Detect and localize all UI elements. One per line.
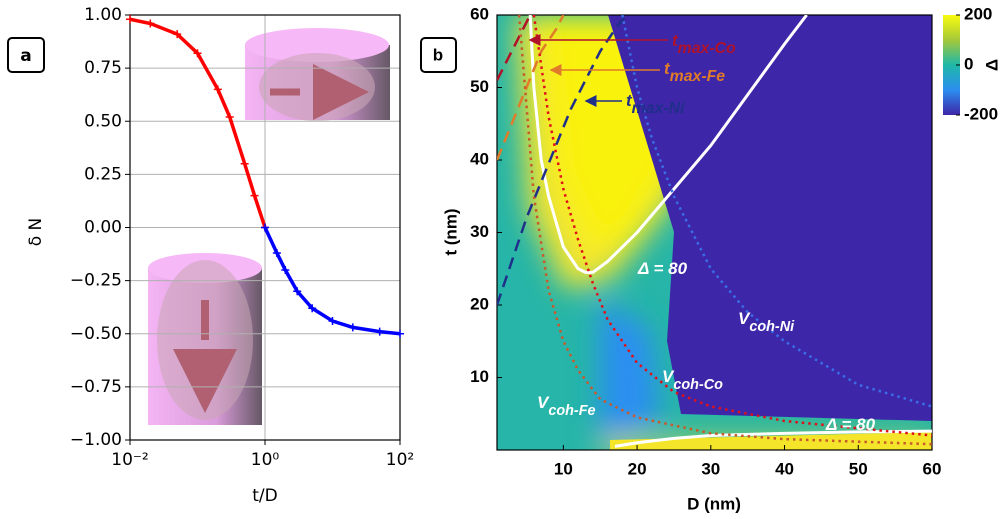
y-tick-label: 30 <box>470 222 489 241</box>
panel-label: b <box>433 45 443 64</box>
point-marker <box>272 249 281 257</box>
panel-a: −1.00 −0.75 −0.50 −0.25 0.00 0.25 0.50 0.75 1.00… <box>7 5 414 506</box>
point-marker <box>293 287 302 296</box>
contour-line <box>528 15 808 274</box>
point-marker <box>173 30 182 39</box>
annotation-sub: max-Co <box>678 40 736 57</box>
x-axis-label: D (nm) <box>687 494 741 513</box>
x-tick-label: 10⁰ <box>251 450 280 470</box>
y-tick-label: 50 <box>470 77 489 96</box>
annotation-base: t <box>626 91 633 110</box>
annotation-sub: coh-Fe <box>548 403 595 419</box>
y-tick-label: 1.00 <box>84 5 122 25</box>
point-marker <box>348 323 357 332</box>
y-tick-label: −0.25 <box>70 271 122 291</box>
axes-frame <box>129 14 401 441</box>
y-axis-label: t (nm) <box>441 208 460 255</box>
inset-tall-cylinder <box>148 253 262 425</box>
y-tick-label: 0.25 <box>84 164 122 184</box>
point-marker <box>281 266 290 274</box>
point-marker <box>308 304 317 313</box>
annotation-sub: coh-Ni <box>749 319 795 335</box>
annotation: tmax-Co <box>672 31 736 57</box>
point-marker <box>240 159 249 168</box>
colorbar-label: Δ <box>982 59 1001 71</box>
contour-line <box>532 15 932 437</box>
y-axis-label: δ N <box>26 218 46 247</box>
x-tick-label: 60 <box>923 459 942 478</box>
annotation: Vcoh-Co <box>662 367 723 392</box>
annotation: Vcoh-Fe <box>537 393 596 418</box>
contour-line <box>621 15 932 408</box>
point-marker <box>126 15 134 24</box>
x-tick-label: 10 <box>554 459 573 478</box>
colorbar-tick-label: -200 <box>964 104 998 123</box>
point-marker <box>261 223 269 232</box>
point-marker <box>328 317 337 325</box>
y-tick-label: 0.00 <box>84 218 122 238</box>
contour-line <box>497 15 532 81</box>
point-marker <box>146 19 155 28</box>
annotation: Vcoh-Ni <box>738 309 795 334</box>
y-tick-label: 60 <box>470 4 489 23</box>
heatmap <box>497 15 932 450</box>
y-tick-label: 0.75 <box>84 58 122 78</box>
colorbar-tick-label: 0 <box>964 54 973 73</box>
x-tick-label: 30 <box>701 459 720 478</box>
x-tick-label: 40 <box>775 459 794 478</box>
annotation-base: Δ = 80 <box>825 415 876 434</box>
annotation: Δ = 80 <box>825 415 876 434</box>
x-tick-label: 20 <box>628 459 647 478</box>
y-tick-label: 0.50 <box>84 111 122 131</box>
x-tick-label: 10² <box>386 450 414 470</box>
annotation: tmax-Fe <box>664 59 725 85</box>
annotation-sub: max-Ni <box>632 100 685 117</box>
colorbar <box>943 15 960 115</box>
y-tick-label: −1.00 <box>70 430 122 450</box>
panel-label: a <box>20 46 31 66</box>
point-marker <box>213 85 222 94</box>
point-marker <box>396 329 404 338</box>
y-tick-label: −0.50 <box>70 324 122 344</box>
annotation-sub: max-Fe <box>670 68 726 85</box>
annotation-sub: coh-Co <box>673 377 723 393</box>
inset-flat-cylinder <box>245 28 390 121</box>
annotation-base: t <box>664 59 671 78</box>
annotation-base: V <box>662 367 675 386</box>
y-tick-label: 10 <box>470 367 489 386</box>
colorbar-tick-label: 200 <box>964 4 992 23</box>
panel-b: 10 20 30 40 50 60 10 20 30 40 50 60 D (nm) t (nm) b -20… <box>420 4 1001 513</box>
contour-line <box>614 429 932 448</box>
y-tick-label: 20 <box>470 294 489 313</box>
annotation-base: t <box>672 31 679 50</box>
axes-frame <box>496 14 933 451</box>
annotation: Δ = 80 <box>637 259 688 278</box>
contour-line <box>497 15 565 161</box>
x-tick-label: 50 <box>849 459 868 478</box>
y-tick-label: −0.75 <box>70 377 122 397</box>
curves <box>497 15 932 448</box>
annotation: tmax-Ni <box>626 91 685 117</box>
y-tick-label: 40 <box>470 149 489 168</box>
x-tick-label: 10⁻² <box>111 450 148 470</box>
annotation-base: V <box>738 309 751 328</box>
point-marker <box>225 113 234 121</box>
contour-line <box>517 15 932 446</box>
point-marker <box>193 49 202 58</box>
point-marker <box>250 191 259 200</box>
annotation-base: Δ = 80 <box>637 259 688 278</box>
point-marker <box>375 327 384 336</box>
annotation-base: V <box>537 393 550 412</box>
x-axis-label: t/D <box>252 486 277 506</box>
